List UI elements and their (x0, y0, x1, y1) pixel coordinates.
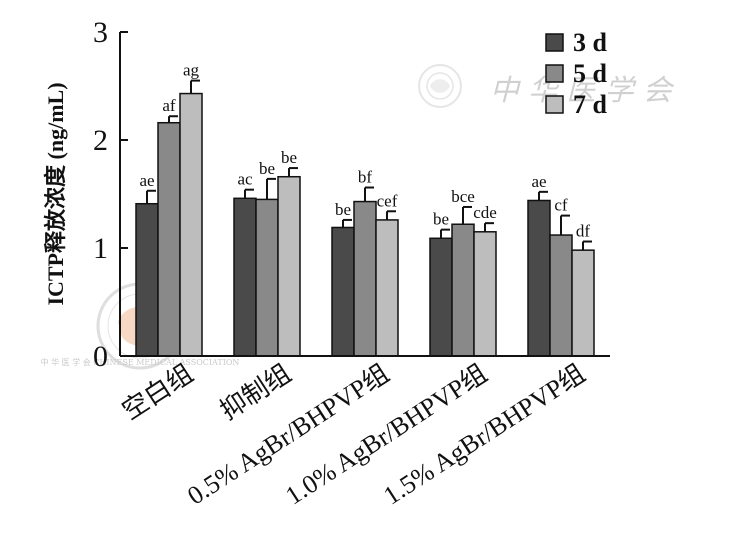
bar-1-2 (277, 175, 301, 357)
y-tick-label-2: 2 (93, 124, 108, 157)
y-tick-label-1: 1 (93, 232, 108, 265)
bar-4-1 (549, 234, 573, 357)
data-label-4-2: df (576, 222, 591, 241)
bars-layer (135, 79, 595, 357)
bar-1-1 (255, 198, 279, 357)
data-label-2-0: be (335, 200, 351, 219)
data-label-0-0: ae (139, 171, 154, 190)
data-label-1-1: be (259, 159, 275, 178)
legend-swatch-2 (545, 95, 564, 114)
data-label-4-1: cf (554, 196, 568, 215)
data-label-0-2: ag (183, 61, 200, 80)
bar-0-0 (135, 202, 159, 357)
bar-4-2 (571, 249, 595, 357)
data-label-2-1: bf (358, 168, 373, 187)
watermark-stamp-text: 中 华 医 学 会 CHINESE MEDICAL ASSOCIATION (41, 357, 240, 367)
x-category-label-1: 抑制组 (215, 359, 296, 426)
watermark-text: 中 华 医 学 会 (490, 73, 675, 107)
data-label-4-0: ae (531, 172, 546, 191)
legend-swatch-0 (545, 33, 564, 52)
bar-1-0 (233, 197, 257, 357)
x-category-label-0: 空白组 (117, 359, 198, 426)
y-axis-title: ICTP释放浓度 (ng/mL) (43, 82, 68, 305)
data-label-1-2: be (281, 148, 297, 167)
bar-3-1 (451, 223, 475, 357)
legend-swatch-1 (545, 64, 564, 83)
data-label-3-0: be (433, 210, 449, 229)
legend-label-1: 5 d (573, 59, 608, 88)
data-label-3-2: cde (473, 203, 497, 222)
bar-2-1 (353, 200, 377, 357)
data-label-2-2: cef (377, 191, 398, 210)
legend-label-2: 7 d (573, 90, 608, 119)
legend-layer: 3 d5 d7 d (545, 28, 608, 119)
data-label-1-0: ac (237, 170, 253, 189)
bar-0-2 (179, 92, 203, 357)
bar-4-0 (527, 199, 551, 357)
data-label-0-1: af (162, 96, 176, 115)
bar-3-2 (473, 231, 497, 357)
watermark-seal (418, 64, 462, 108)
data-label-3-1: bce (451, 187, 475, 206)
legend-label-0: 3 d (573, 28, 608, 57)
y-tick-label-0: 0 (93, 340, 108, 373)
y-tick-label-3: 3 (93, 16, 108, 49)
bar-3-0 (429, 237, 453, 357)
bar-0-1 (157, 121, 181, 357)
bar-2-2 (375, 219, 399, 357)
bar-2-0 (331, 226, 355, 357)
